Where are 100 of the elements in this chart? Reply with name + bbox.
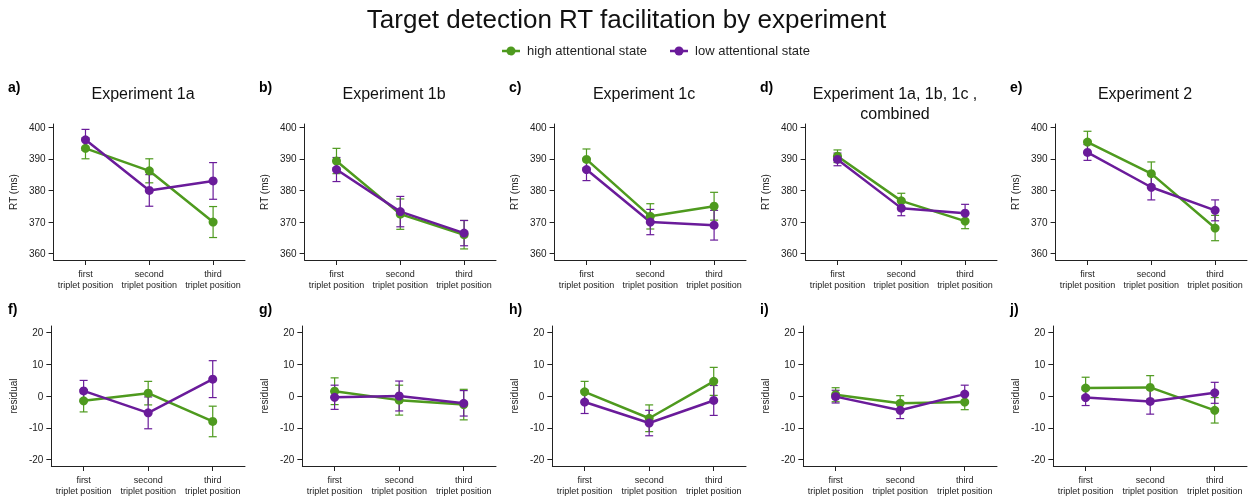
y-tick-label: 390 xyxy=(28,153,47,165)
y-tick-label: 360 xyxy=(1031,248,1049,260)
x-tick-label: first triplet position xyxy=(1060,268,1116,290)
y-tick-label: 360 xyxy=(530,248,548,260)
x-tick-label: second triplet position xyxy=(873,268,929,290)
point xyxy=(81,143,90,153)
x-tick-label: first triplet position xyxy=(57,268,114,290)
point xyxy=(709,395,719,405)
x-tick-label: first triplet position xyxy=(809,268,866,290)
x-tick-label: third triplet position xyxy=(686,268,743,290)
x-tick-label: second triplet position xyxy=(371,474,427,496)
y-tick-label: 380 xyxy=(1031,184,1049,196)
text: b) xyxy=(258,79,272,95)
point xyxy=(79,386,89,396)
y-axis-title: residual xyxy=(7,378,19,414)
point xyxy=(81,135,90,145)
y-tick-label: 0 xyxy=(1040,390,1047,402)
point xyxy=(709,201,719,211)
y-tick-label: 370 xyxy=(28,216,47,228)
point xyxy=(960,397,970,407)
chart-title: Experiment 1c xyxy=(593,84,696,102)
x-tick-label: second triplet position xyxy=(1123,268,1180,290)
point xyxy=(208,176,218,186)
y-tick-label: 400 xyxy=(28,121,47,133)
x-tick-label: third triplet position xyxy=(435,474,492,496)
y-tick-label: 0 xyxy=(538,390,545,402)
text: i) xyxy=(759,301,769,317)
point xyxy=(208,374,218,384)
y-tick-label: 20 xyxy=(533,326,545,338)
y-tick-label: 10 xyxy=(282,358,295,370)
point xyxy=(960,208,970,218)
y-tick-label: 390 xyxy=(279,153,297,165)
y-tick-label: 390 xyxy=(1031,153,1049,165)
point xyxy=(144,185,154,195)
chart-title: Experiment 1a, 1b, 1c , combined xyxy=(812,84,978,122)
point xyxy=(960,216,970,226)
x-tick-label: first triplet position xyxy=(306,474,362,496)
y-tick-label: 0 xyxy=(37,390,44,402)
text: h) xyxy=(509,301,523,317)
point xyxy=(144,166,154,176)
point xyxy=(1083,137,1093,147)
y-tick-label: 10 xyxy=(784,358,796,370)
x-tick-label: first triplet position xyxy=(558,268,615,290)
y-tick-label: -10 xyxy=(28,422,44,434)
point xyxy=(1146,396,1156,406)
x-tick-label: third triplet position xyxy=(686,474,742,496)
point xyxy=(582,165,592,175)
y-tick-label: 390 xyxy=(780,153,798,165)
y-tick-label: -20 xyxy=(28,454,44,466)
point xyxy=(896,196,906,206)
point xyxy=(895,405,905,415)
y-tick-label: -20 xyxy=(530,454,545,466)
y-tick-label: 10 xyxy=(533,358,545,370)
y-tick-label: -20 xyxy=(1031,454,1047,466)
y-axis-title: RT (ms) xyxy=(258,174,270,210)
y-tick-label: -10 xyxy=(1031,422,1047,434)
y-tick-label: 370 xyxy=(530,216,548,228)
x-tick-label: first triplet position xyxy=(55,474,112,496)
y-tick-label: -10 xyxy=(780,422,796,434)
y-tick-label: -20 xyxy=(279,454,295,466)
point xyxy=(143,388,153,398)
point xyxy=(1083,147,1093,157)
y-tick-label: 380 xyxy=(530,184,548,196)
chart-title: Experiment 1b xyxy=(342,84,446,102)
y-tick-label: 390 xyxy=(530,153,548,165)
chart-title: Experiment 2 xyxy=(1098,84,1193,102)
point xyxy=(645,217,655,227)
point xyxy=(896,203,906,213)
point xyxy=(644,418,654,428)
x-tick-label: first triplet position xyxy=(807,474,864,496)
y-axis-title: residual xyxy=(759,378,771,414)
x-tick-label: second triplet position xyxy=(621,474,678,496)
x-tick-label: first triplet position xyxy=(1058,474,1114,496)
point xyxy=(580,397,590,407)
y-axis-title: RT (ms) xyxy=(7,174,19,210)
y-tick-label: 360 xyxy=(780,248,798,260)
x-tick-label: second triplet position xyxy=(372,268,428,290)
chart-title: Experiment 1a xyxy=(91,84,195,102)
text: c) xyxy=(509,79,522,95)
y-axis-title: residual xyxy=(508,378,520,414)
y-axis-title: residual xyxy=(1009,378,1021,414)
x-tick-label: third triplet position xyxy=(435,268,492,290)
x-tick-label: third triplet position xyxy=(937,268,993,290)
x-tick-label: third triplet position xyxy=(185,268,241,290)
y-tick-label: 20 xyxy=(32,326,44,338)
y-tick-label: 20 xyxy=(282,326,295,338)
y-tick-label: 10 xyxy=(1034,358,1047,370)
x-tick-label: third triplet position xyxy=(936,474,993,496)
point xyxy=(1211,223,1220,233)
y-tick-label: -10 xyxy=(279,422,295,434)
y-tick-label: 360 xyxy=(28,248,47,260)
point xyxy=(709,220,719,230)
point xyxy=(331,156,341,166)
point xyxy=(709,376,719,386)
text: Target detection RT facilitation by experiment xyxy=(365,4,888,35)
y-tick-label: 360 xyxy=(279,248,297,260)
point xyxy=(143,408,153,418)
point xyxy=(960,389,970,399)
y-axis-title: RT (ms) xyxy=(508,174,520,210)
point xyxy=(1211,205,1220,215)
